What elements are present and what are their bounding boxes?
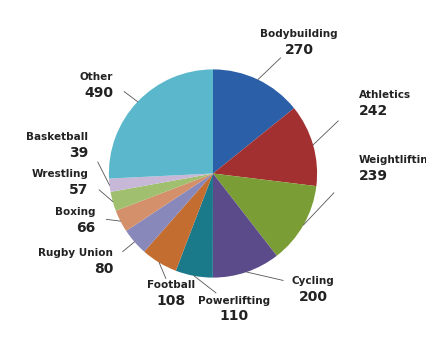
Wedge shape [213,174,277,278]
Text: 242: 242 [359,104,388,118]
Text: Powerlifting: Powerlifting [198,296,270,305]
Text: 108: 108 [157,294,186,308]
Text: 200: 200 [299,290,328,304]
Text: 110: 110 [219,310,248,323]
Wedge shape [144,174,213,271]
Text: 66: 66 [76,221,95,235]
Text: Wrestling: Wrestling [31,169,88,179]
Wedge shape [116,174,213,231]
Wedge shape [213,174,317,256]
Text: Football: Football [147,280,196,290]
Text: Boxing: Boxing [55,207,95,217]
Wedge shape [176,174,213,278]
Wedge shape [126,174,213,252]
Text: 239: 239 [359,169,388,183]
Text: Other: Other [80,72,113,82]
Text: Bodybuilding: Bodybuilding [260,29,338,39]
Text: Athletics: Athletics [359,90,411,100]
Text: 490: 490 [84,86,113,100]
Wedge shape [109,69,213,179]
Text: Basketball: Basketball [26,132,88,142]
Text: Rugby Union: Rugby Union [38,248,113,258]
Text: 39: 39 [69,146,88,160]
Wedge shape [213,108,317,186]
Text: 80: 80 [94,262,113,276]
Text: Weightlifting: Weightlifting [359,155,426,165]
Text: Cycling: Cycling [291,276,334,286]
Wedge shape [213,69,294,174]
Wedge shape [110,174,213,211]
Text: 57: 57 [69,183,88,197]
Text: 270: 270 [285,43,314,57]
Wedge shape [109,174,213,192]
